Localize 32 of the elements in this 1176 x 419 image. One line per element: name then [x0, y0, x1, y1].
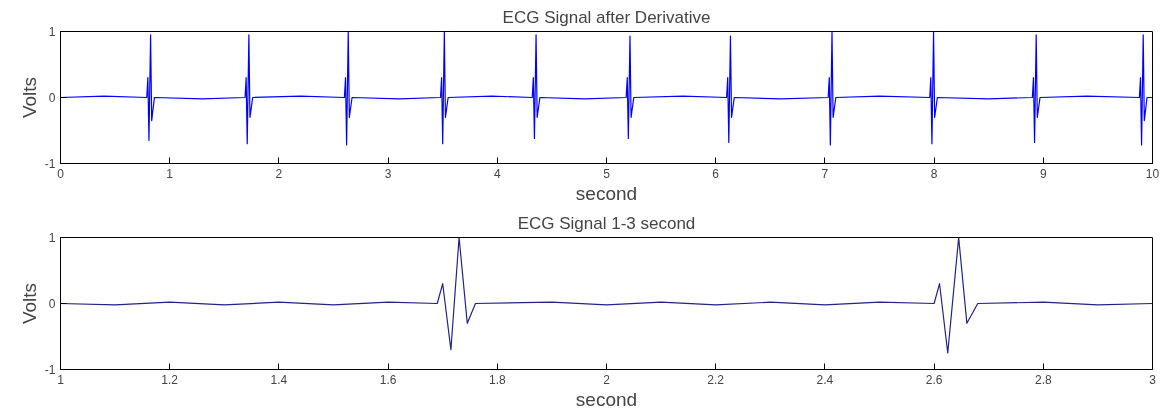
y-axis-title: Volts — [18, 282, 40, 325]
x-tick-label: 2.6 — [925, 372, 943, 387]
x-tick-label: 7 — [821, 166, 829, 181]
x-tick-label: 1.4 — [270, 372, 288, 387]
x-tick-label: 1.8 — [488, 372, 506, 387]
y-tick-label: -1 — [44, 157, 56, 171]
x-tick-label: 1.6 — [379, 372, 397, 387]
x-tick-label: 1 — [166, 166, 174, 181]
x-tick-label: 2.8 — [1034, 372, 1052, 387]
x-tick-label: 3 — [1149, 372, 1157, 387]
y-axis-title: Volts — [18, 76, 40, 119]
x-tick-label: 2 — [275, 166, 283, 181]
x-tick-label: 9 — [1039, 166, 1047, 181]
x-tick-label: 3 — [384, 166, 392, 181]
x-tick-label: 6 — [712, 166, 720, 181]
x-axis-title: second — [575, 388, 638, 410]
y-tick-label: 1 — [48, 25, 56, 39]
x-tick-label: 2.4 — [816, 372, 834, 387]
x-tick-label: 2 — [603, 372, 611, 387]
x-tick-label: 8 — [930, 166, 938, 181]
x-tick-label: 5 — [603, 166, 611, 181]
y-tick-label: 1 — [48, 231, 56, 245]
chart-title: ECG Signal after Derivative — [502, 7, 711, 27]
chart-title: ECG Signal 1-3 second — [517, 213, 696, 233]
x-tick-label: 2.2 — [707, 372, 725, 387]
x-tick-label: 4 — [493, 166, 501, 181]
x-axis-title: second — [575, 182, 638, 204]
x-tick-label: 1.2 — [161, 372, 179, 387]
x-tick-label: 10 — [1145, 166, 1160, 181]
y-tick-label: 0 — [48, 91, 56, 105]
y-tick-label: -1 — [44, 363, 56, 377]
y-tick-label: 0 — [48, 297, 56, 311]
